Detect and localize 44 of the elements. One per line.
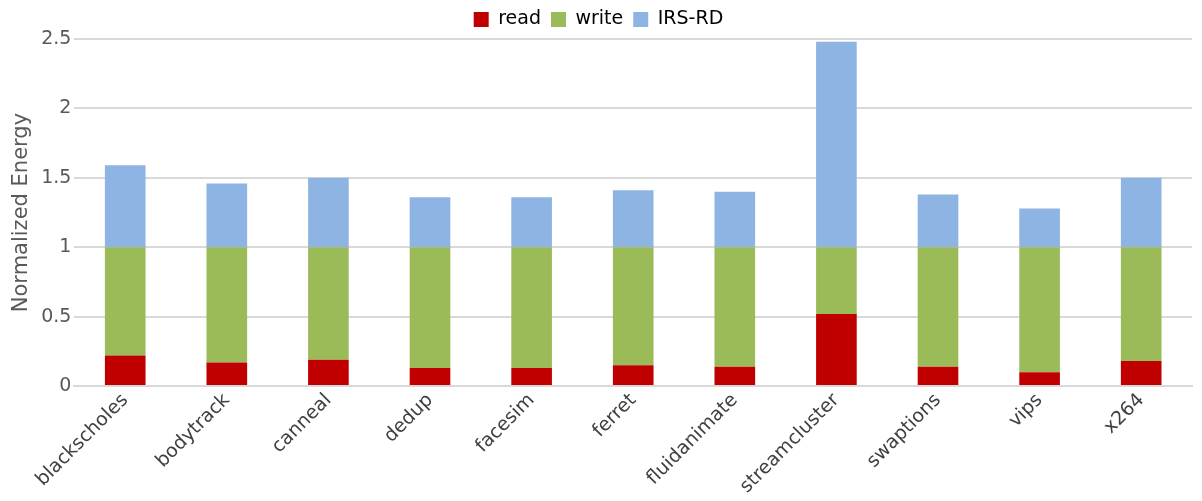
bar	[917, 247, 959, 367]
y-tick-label: 0.5	[41, 303, 72, 326]
bar	[308, 247, 349, 360]
y-tick-label: 2	[59, 95, 72, 118]
bar	[104, 247, 146, 356]
bar	[206, 247, 248, 363]
y-tick-label: 1	[59, 234, 72, 257]
bar	[612, 190, 654, 248]
bar	[104, 355, 146, 386]
bar	[1120, 361, 1162, 386]
bar	[308, 359, 349, 386]
bar	[511, 368, 552, 386]
y-tick-label: 1.5	[41, 164, 72, 187]
bar	[409, 247, 451, 369]
bar	[1019, 372, 1060, 386]
bar	[612, 247, 654, 366]
bar	[409, 368, 451, 386]
bar	[1120, 247, 1162, 362]
bar	[917, 194, 959, 248]
bar	[714, 366, 756, 386]
legend-label: read	[498, 6, 541, 29]
bar	[206, 183, 248, 248]
legend-label: write	[575, 6, 624, 29]
bar	[409, 197, 451, 248]
bar	[511, 197, 552, 248]
y-tick-label: 0	[59, 373, 72, 396]
y-axis-title: Normalized Energy	[8, 112, 33, 313]
bar	[1019, 247, 1060, 373]
bar	[816, 313, 857, 386]
bar	[816, 247, 857, 314]
bar	[104, 165, 146, 248]
bar	[511, 247, 552, 369]
bar	[612, 365, 654, 386]
bar	[714, 247, 756, 367]
bar	[1120, 177, 1162, 248]
x-tick-label: vips	[1003, 387, 1046, 431]
bar	[816, 41, 857, 248]
bar	[1019, 208, 1060, 248]
bar	[206, 362, 248, 386]
bar	[917, 366, 959, 386]
legend-label: IRS-RD	[657, 6, 724, 29]
bar	[714, 191, 756, 248]
y-tick-label: 2.5	[41, 25, 72, 48]
bar	[308, 177, 349, 248]
